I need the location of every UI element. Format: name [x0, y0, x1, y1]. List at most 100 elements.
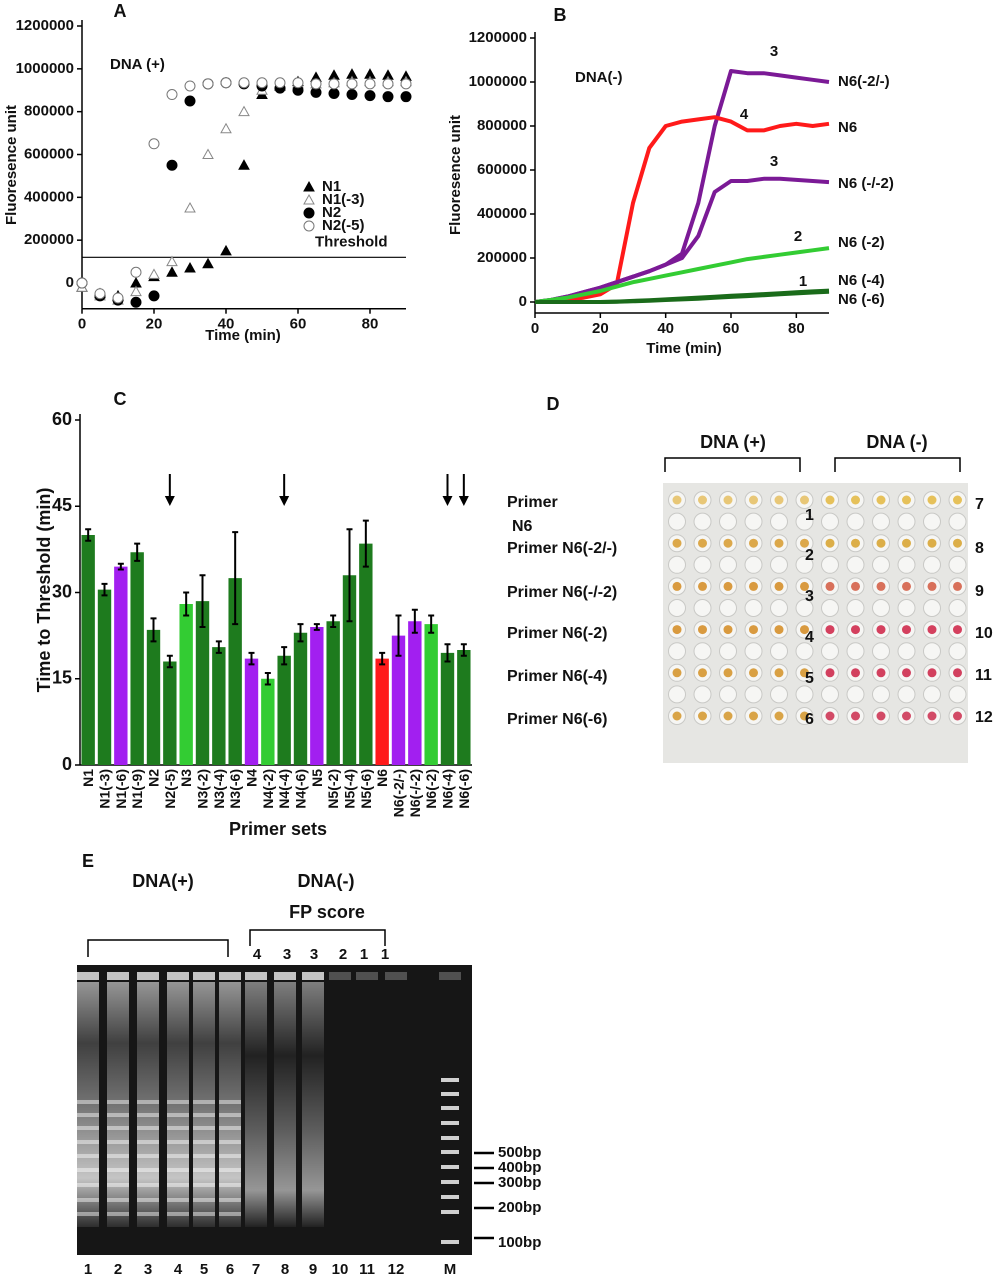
well — [693, 555, 712, 574]
band — [77, 1126, 99, 1130]
series-label: N6(-2/-) — [838, 73, 890, 90]
x-tick-label: 0 — [78, 316, 86, 333]
bar — [81, 535, 95, 765]
fp-score: 3 — [283, 946, 291, 963]
row-label: N6 — [512, 518, 533, 535]
marker — [238, 159, 250, 170]
well-color — [723, 625, 733, 635]
y-axis-label: Time to Threshold (min) — [34, 488, 54, 693]
smear — [245, 982, 267, 1227]
line — [535, 289, 830, 304]
line — [534, 176, 830, 304]
well-color — [927, 581, 937, 591]
annotation: DNA(-) — [575, 69, 622, 86]
band — [219, 1100, 241, 1104]
well-color — [927, 711, 937, 721]
well-band — [77, 972, 99, 980]
ladder-band — [441, 1180, 459, 1184]
well — [897, 512, 916, 531]
well — [872, 599, 890, 617]
series-label: N6 (-2) — [838, 234, 885, 251]
score-label: 4 — [740, 106, 749, 123]
marker — [220, 77, 232, 89]
annotation: DNA (+) — [110, 56, 165, 73]
band — [167, 1113, 189, 1117]
well — [795, 555, 814, 574]
well-color — [953, 625, 962, 635]
well-color — [902, 625, 911, 635]
well-color — [774, 668, 784, 678]
well-band — [137, 972, 159, 980]
marker — [130, 266, 142, 278]
ladder-band — [441, 1092, 459, 1096]
line — [534, 69, 830, 304]
x-tick-label: N3 — [178, 769, 194, 787]
x-tick-label: N5(-2) — [325, 769, 341, 809]
well-color — [774, 711, 784, 721]
well-color — [927, 625, 937, 635]
x-tick-label: N1(-3) — [97, 769, 113, 809]
marker — [76, 277, 88, 289]
y-axis-label: Fluoresence unit — [447, 115, 464, 235]
x-tick-label: N6 — [374, 769, 390, 787]
well — [795, 599, 814, 617]
panel-title: D — [547, 394, 560, 414]
well-color — [927, 495, 937, 505]
well-color — [851, 495, 860, 505]
bracket — [834, 457, 961, 472]
bar — [326, 621, 340, 765]
x-tick-label: N5 — [309, 769, 325, 787]
band — [77, 1100, 99, 1104]
ladder-band — [441, 1195, 459, 1199]
legend-label: N1 — [322, 178, 341, 195]
well-color — [825, 495, 835, 505]
well — [872, 512, 890, 531]
well — [923, 555, 941, 574]
well — [821, 642, 839, 661]
lane-label: 8 — [281, 1261, 289, 1278]
bar — [375, 658, 389, 765]
well-number: 11 — [975, 667, 992, 684]
bar — [179, 604, 193, 765]
score-label: 2 — [794, 228, 802, 245]
line — [534, 246, 830, 304]
band — [77, 1212, 99, 1216]
marker — [382, 91, 394, 103]
bar — [163, 661, 177, 765]
well-color — [698, 495, 707, 505]
well-color — [851, 581, 860, 591]
wells — [668, 491, 967, 725]
band — [167, 1100, 189, 1104]
well — [719, 555, 737, 574]
band — [77, 1183, 99, 1187]
lane-label: 10 — [332, 1261, 349, 1278]
well — [846, 685, 865, 704]
band — [77, 1198, 99, 1202]
x-tick-label: 20 — [146, 316, 163, 333]
x-tick-label: 20 — [592, 320, 609, 337]
well — [795, 685, 814, 704]
smear — [219, 982, 241, 1227]
fp-score: 1 — [360, 946, 368, 963]
well — [668, 512, 686, 531]
band — [137, 1183, 159, 1187]
ladder-band — [441, 1165, 459, 1169]
bar — [212, 647, 226, 765]
y-tick-label: 600000 — [477, 161, 527, 178]
fp-label: FP score — [289, 902, 365, 922]
well-color — [800, 625, 809, 635]
well — [872, 685, 890, 704]
well — [897, 642, 916, 661]
series-label: N6 (-4) — [838, 272, 885, 289]
marker — [202, 148, 214, 159]
well-color — [774, 581, 784, 591]
y-tick-label: 800000 — [477, 117, 527, 134]
lane-label: 12 — [388, 1261, 405, 1278]
marker — [292, 77, 304, 89]
marker — [166, 159, 178, 171]
group-label: DNA(+) — [132, 871, 194, 891]
band — [219, 1168, 241, 1172]
well-color — [723, 495, 733, 505]
lane-label: 2 — [114, 1261, 122, 1278]
